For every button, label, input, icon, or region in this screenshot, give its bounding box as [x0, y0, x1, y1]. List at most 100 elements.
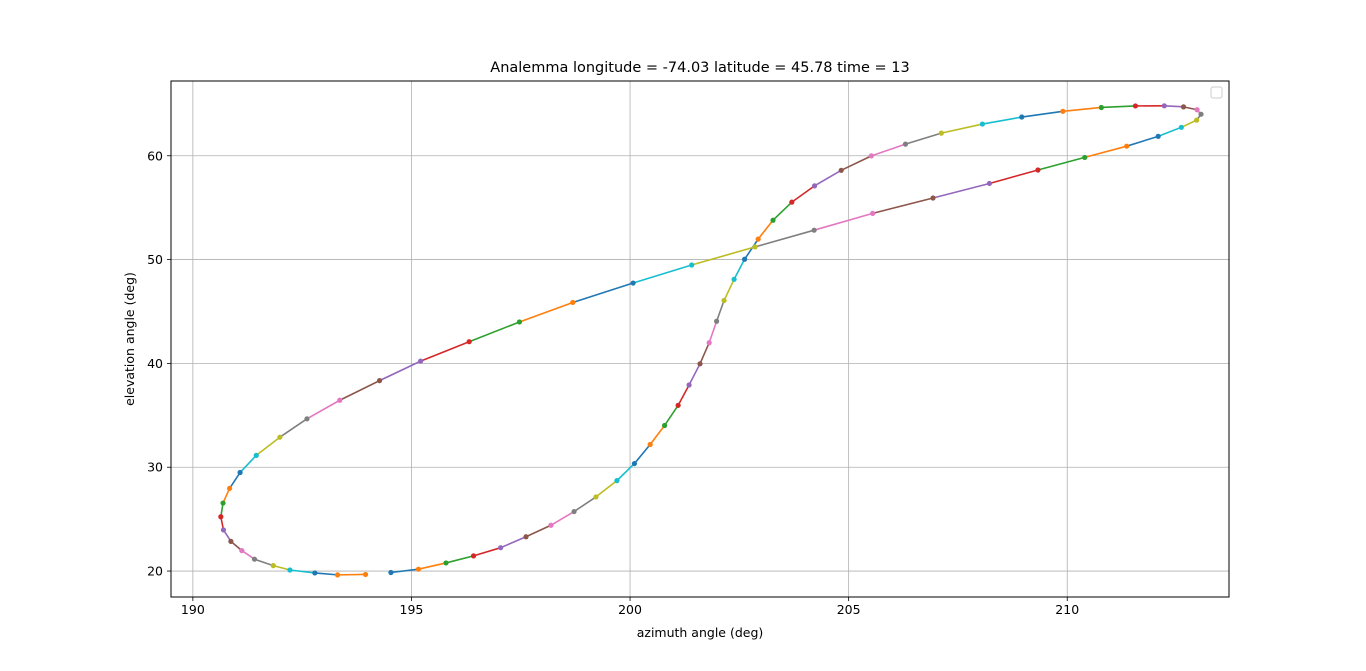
- data-point: [721, 297, 727, 304]
- y-tick-label: 30: [147, 460, 163, 475]
- series-segment: [338, 379, 381, 402]
- data-point: [1161, 103, 1167, 109]
- series-segment: [306, 399, 341, 420]
- data-point: [1035, 167, 1041, 173]
- series-segment: [468, 321, 521, 343]
- series-segment: [1100, 105, 1137, 109]
- data-point: [470, 553, 477, 559]
- data-point: [523, 534, 529, 540]
- series-segment: [723, 278, 735, 302]
- y-axis-label: elevation angle (deg): [122, 272, 137, 406]
- series-segment: [289, 569, 316, 574]
- series-segment: [688, 363, 701, 386]
- series-segment: [499, 535, 527, 549]
- series-segment: [1163, 105, 1185, 108]
- chart-title: Analemma longitude = -74.03 latitude = 4…: [490, 60, 909, 76]
- data-point: [1194, 107, 1200, 113]
- x-tick-label: 190: [181, 602, 205, 617]
- series-segment: [239, 454, 258, 474]
- data-point: [498, 545, 504, 551]
- data-point: [239, 547, 245, 554]
- data-point: [741, 256, 748, 262]
- series-segment: [390, 568, 420, 574]
- series-segment: [791, 185, 816, 203]
- data-point: [686, 382, 692, 388]
- y-tick-label: 40: [147, 356, 163, 371]
- data-point: [443, 560, 449, 566]
- series-segment: [813, 212, 874, 231]
- data-point: [277, 434, 283, 440]
- data-point: [1060, 108, 1066, 114]
- series-segment: [940, 123, 984, 134]
- data-point: [661, 422, 668, 429]
- series-segment: [632, 264, 693, 284]
- series-segment: [1020, 110, 1064, 118]
- gridlines: [171, 81, 1229, 597]
- data-point: [466, 339, 472, 345]
- data-point: [938, 130, 944, 136]
- data-point: [253, 452, 259, 458]
- data-point: [930, 195, 936, 201]
- data-point: [979, 121, 986, 127]
- series-segment: [417, 562, 447, 570]
- series-segment: [279, 418, 308, 439]
- series-segment: [616, 462, 636, 482]
- series-segment: [981, 116, 1023, 125]
- data-point: [714, 318, 720, 324]
- data-point: [1155, 133, 1161, 139]
- series-segment: [757, 219, 774, 240]
- series-segment: [253, 558, 275, 567]
- data-point: [675, 402, 681, 408]
- series-segment: [708, 320, 718, 344]
- series-segment: [772, 201, 793, 222]
- series-segment: [813, 169, 843, 187]
- data-point: [789, 199, 795, 205]
- data-point: [870, 210, 876, 216]
- data-point: [571, 508, 577, 515]
- series-segment: [871, 197, 934, 215]
- data-point: [755, 236, 761, 242]
- series-segment: [904, 132, 943, 145]
- x-tick-label: 200: [618, 602, 642, 617]
- data-point: [287, 567, 293, 573]
- series-segment: [255, 436, 281, 457]
- x-tick-label: 195: [400, 602, 424, 617]
- data-point: [362, 571, 369, 578]
- series-segment: [690, 246, 756, 266]
- data-point: [902, 141, 909, 147]
- data-point: [1019, 114, 1025, 120]
- data-point: [226, 485, 233, 492]
- data-point: [218, 514, 224, 520]
- series-segment: [595, 479, 618, 498]
- data-point: [220, 527, 227, 533]
- data-point: [630, 280, 636, 286]
- series-segment: [743, 238, 759, 261]
- y-tick-label: 20: [147, 564, 163, 579]
- data-point: [1178, 124, 1184, 130]
- data-point: [868, 153, 874, 159]
- data-point: [1198, 111, 1204, 117]
- series-segment: [445, 555, 475, 564]
- series-segment: [472, 546, 502, 557]
- series-segment: [677, 384, 690, 407]
- data-point: [251, 556, 258, 562]
- series-segment: [1180, 119, 1198, 129]
- data-point: [312, 570, 318, 576]
- data-point: [731, 276, 737, 282]
- series-segment: [649, 424, 666, 446]
- plot-frame: [170, 80, 1230, 598]
- data-point: [593, 494, 599, 500]
- data-point: [838, 167, 844, 173]
- data-point: [647, 441, 653, 448]
- series-points: [218, 103, 1204, 578]
- y-tick-label: 60: [147, 148, 163, 163]
- data-point: [752, 244, 758, 250]
- data-point: [689, 262, 695, 268]
- data-point: [986, 180, 993, 187]
- data-point: [811, 183, 818, 189]
- data-point: [1194, 117, 1200, 123]
- series-segment: [573, 496, 597, 513]
- data-point: [548, 522, 554, 528]
- plot-area: [171, 81, 1229, 597]
- series-segment: [1037, 156, 1086, 171]
